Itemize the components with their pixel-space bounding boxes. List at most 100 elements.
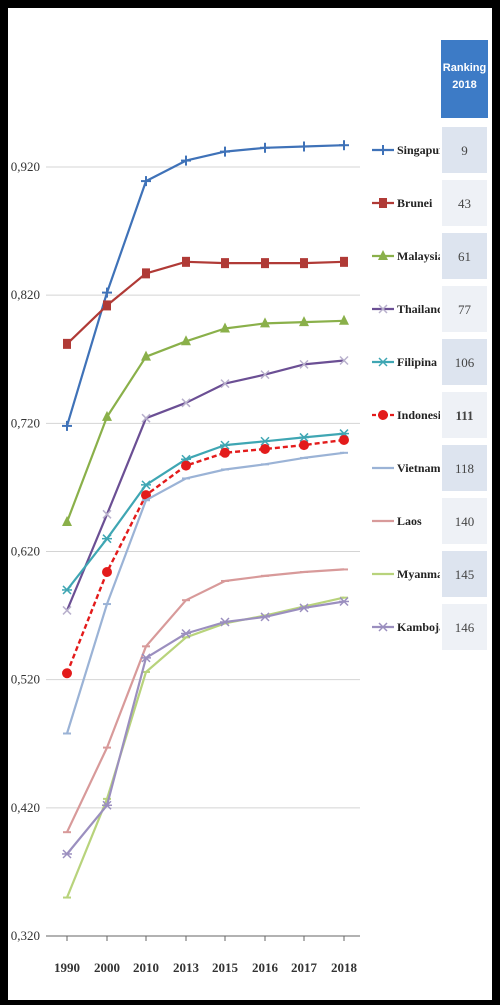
y-tick-label: 0,620 [11,544,40,559]
legend-marker [378,304,388,314]
data-point [299,440,309,451]
data-point [221,258,229,269]
ranking-value: 43 [458,196,471,211]
ranking-cell: 140 [440,496,489,546]
series-line [65,451,345,734]
y-tick-label: 0,320 [11,928,40,943]
ranking-cell: 77 [440,284,489,334]
data-point [339,434,349,445]
ranking-value: 140 [455,514,475,529]
series-line [66,568,345,833]
legend-marker [378,145,388,155]
legend-label: Singapura [397,143,450,157]
legend-marker [378,250,388,260]
data-point [181,398,191,408]
ranking-header-box [441,40,488,118]
data-point [102,534,112,544]
ranking-header: Ranking 2018 [441,40,488,118]
ranking-cell-bg [440,602,489,652]
series-lines [62,140,349,899]
data-point [340,256,348,267]
data-point [339,356,349,366]
axes: 0,320 0,420 0,520 0,620 0,720 0,820 0,920 1990 2… [11,159,360,975]
legend-item-filipina: Filipina [372,355,437,369]
data-point [141,480,151,490]
x-tick-label: 2017 [291,960,318,975]
legend-item-thailand: Thailand [372,302,444,316]
legend-label: Laos [397,514,422,528]
ranking-cell-bg [440,178,489,228]
ranking-cell: 145 [440,549,489,599]
data-point [62,668,72,679]
ranking-cell: 146 [440,602,489,652]
ranking-header-label: Ranking [443,62,486,74]
legend-label: Kamboja [397,620,445,634]
legend-label: Malaysia [397,249,444,263]
legend-marker [378,622,388,632]
series-kamboja [62,596,349,859]
x-tick-label: 2015 [212,960,239,975]
y-tick-label: 0,520 [11,672,40,687]
legend-item-vietnam: Vietnam [372,461,441,475]
legend-marker [378,357,388,367]
legend: Singapura Brunei Malaysia Thailand Filipina I… [372,143,450,634]
legend-label: Indonesia [397,408,447,422]
data-point [62,420,72,431]
y-tick-label: 0,920 [11,159,40,174]
ranking-value: 111 [455,408,473,423]
ranking-value: 9 [461,143,468,158]
ranking-value: 106 [455,355,475,370]
series-laos [63,568,348,834]
series-line [65,144,345,427]
data-point [141,653,151,663]
series-line [66,260,345,345]
data-point [102,509,112,519]
data-point [102,287,112,298]
data-point [220,447,230,458]
legend-item-kamboja: Kamboja [372,620,445,634]
data-point [300,258,308,269]
y-tick-label: 0,820 [11,287,40,302]
ranking-value: 77 [458,302,472,317]
ranking-cell: 61 [440,231,489,281]
data-point [220,379,230,389]
ranking-value: 146 [455,620,475,635]
ranking-cell: 118 [440,443,489,493]
data-point [182,256,190,267]
data-point [260,443,270,454]
series-vietnam [63,451,348,735]
data-point [141,350,151,361]
series-line [65,359,345,611]
ranking-cell-bg [440,125,489,175]
series-singapura [62,140,349,431]
x-tick-label: 2016 [252,960,279,975]
series-brunei [63,256,348,349]
data-point [339,140,349,151]
data-point [62,605,72,615]
data-point [299,141,309,152]
legend-item-malaysia: Malaysia [372,249,444,263]
data-point [220,440,230,450]
ranking-value: 118 [455,461,474,476]
x-tick-label: 1990 [54,960,80,975]
data-point [299,603,309,613]
ranking-cell: 106 [440,337,489,387]
x-tick-label: 2010 [133,960,159,975]
ranking-cell-bg [440,337,489,387]
data-point [62,585,72,595]
x-tick-label: 2013 [173,960,200,975]
y-tick-label: 0,420 [11,800,40,815]
data-point [299,316,309,327]
series-line [66,432,345,591]
legend-item-indonesia: Indonesia [372,408,447,422]
data-point [260,317,270,328]
data-point [181,155,191,166]
data-point [339,596,349,607]
data-point [102,410,112,421]
ranking-cell-bg [440,443,489,493]
data-point [142,268,150,279]
chart-paper [8,8,492,1000]
ranking-cell: 9 [440,125,489,175]
